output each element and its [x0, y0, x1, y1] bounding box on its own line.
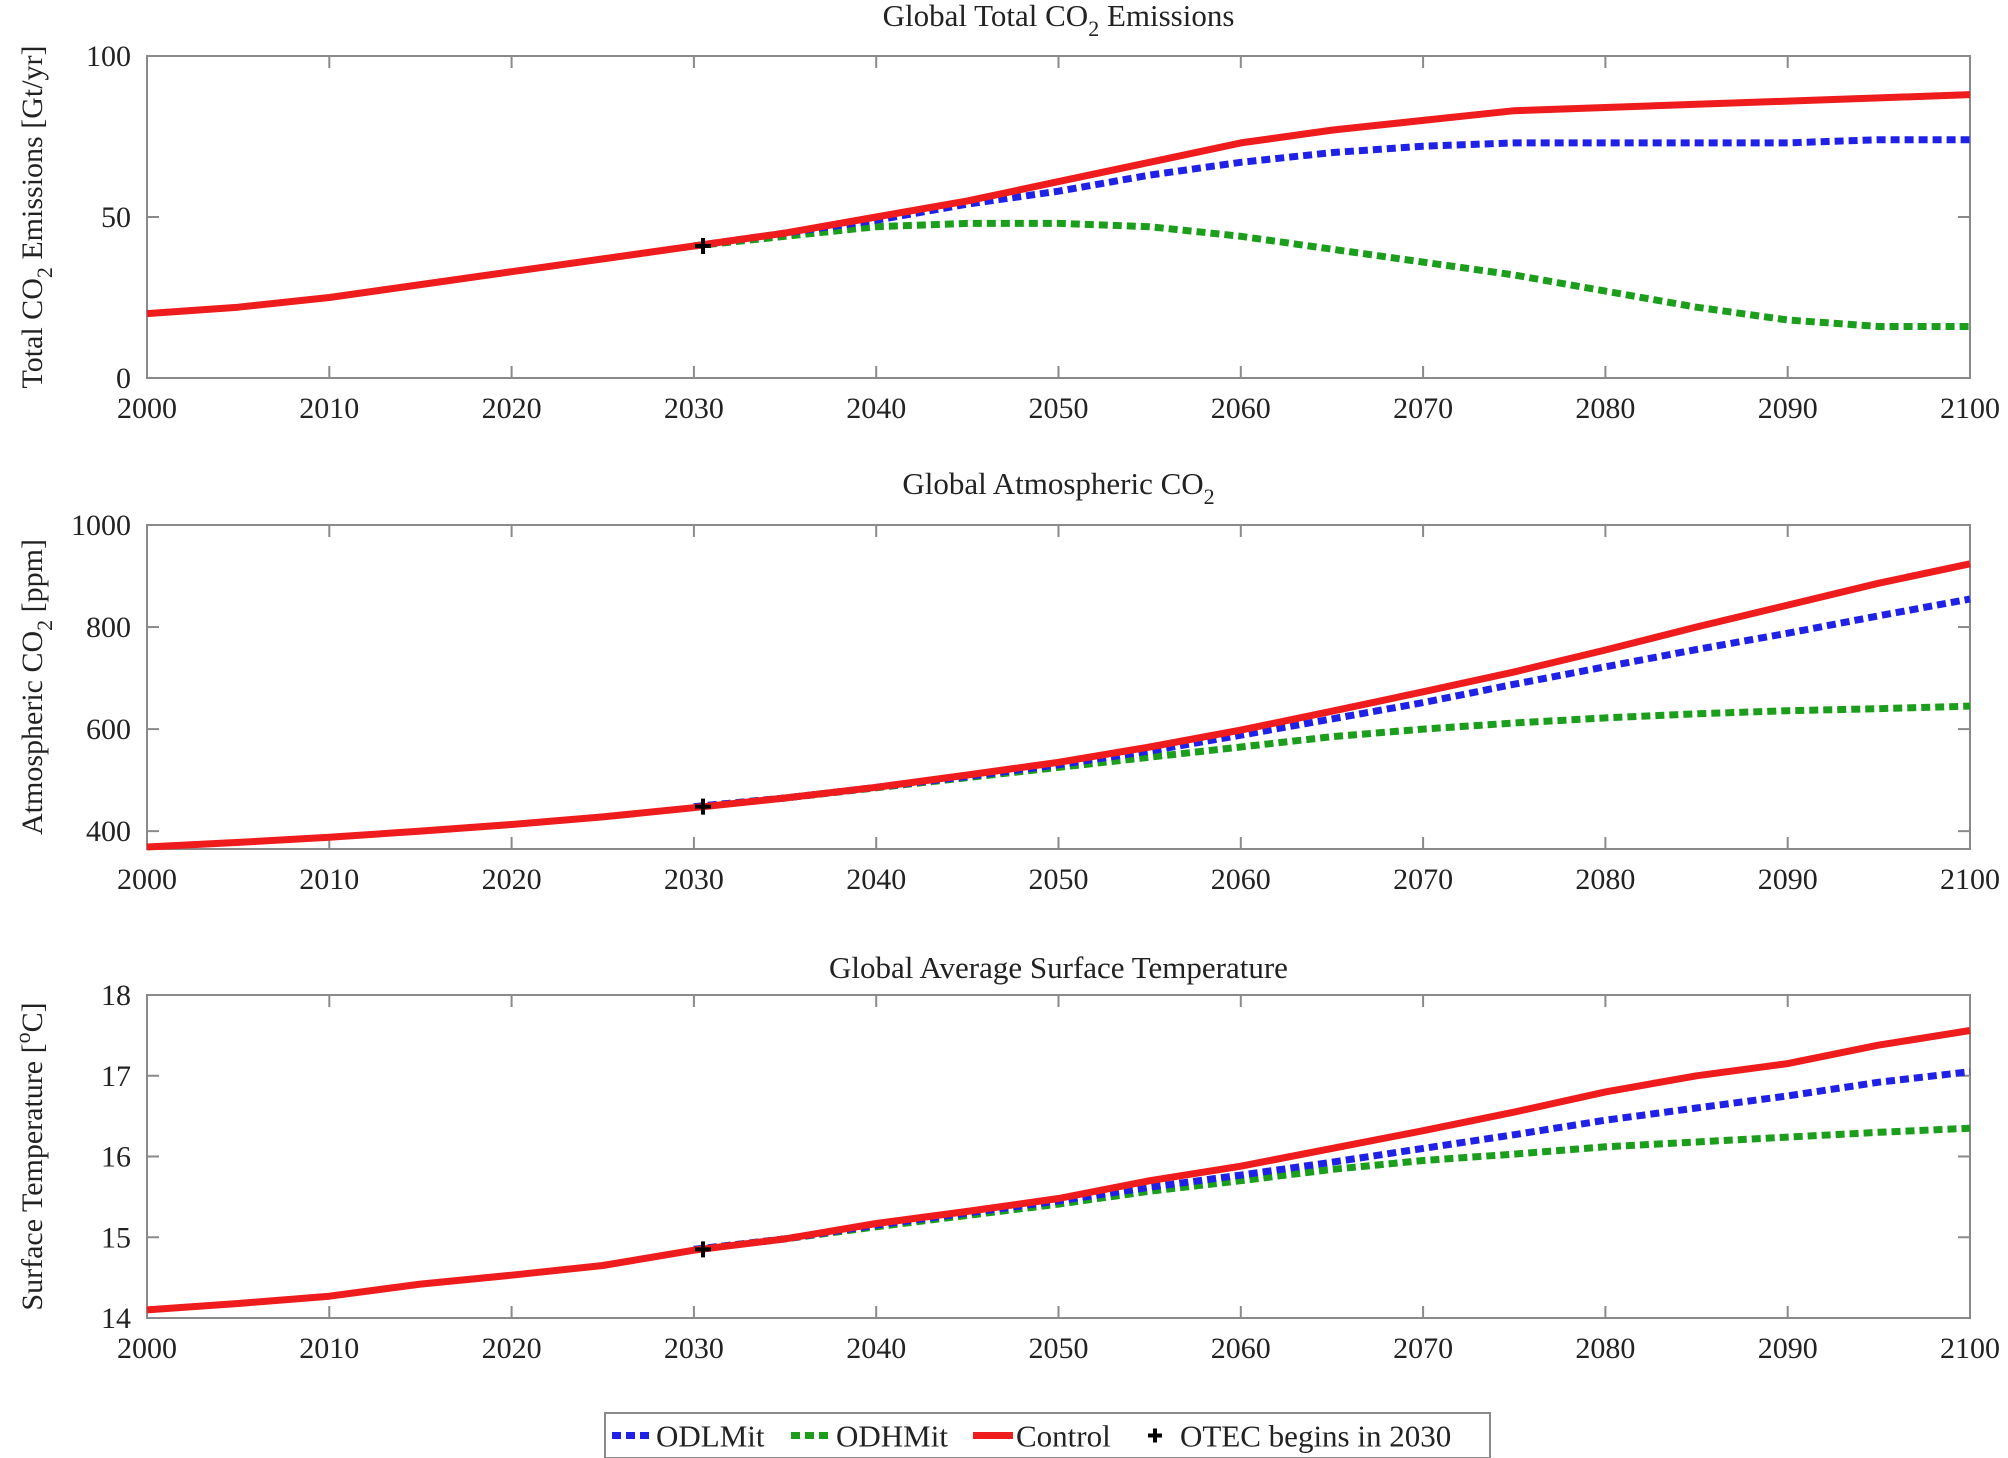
x-tick-label: 2030 [664, 863, 724, 896]
x-tick-label: 2070 [1393, 1332, 1453, 1365]
x-tick-label: 2030 [664, 1332, 724, 1365]
y-axis-label: Atmospheric CO2 [ppm] [16, 539, 57, 835]
y-tick-label: 14 [101, 1302, 131, 1335]
x-tick-label: 2100 [1940, 1332, 2000, 1365]
series-line-control [146, 560, 1971, 851]
y-tick-label: 16 [101, 1141, 131, 1174]
chart-title: Global Total CO2 Emissions [883, 0, 1235, 41]
x-tick-label: 2040 [846, 863, 906, 896]
x-tick-label: 2070 [1393, 392, 1453, 425]
chart-title: Global Average Surface Temperature [829, 950, 1288, 985]
x-tick-label: 2020 [482, 863, 542, 896]
x-tick-label: 2080 [1575, 392, 1635, 425]
x-tick-label: 2090 [1758, 863, 1818, 896]
axes-frame [146, 994, 1971, 1319]
legend-item-odlmit: ODLMit [612, 1419, 765, 1454]
x-tick-label: 2030 [664, 392, 724, 425]
x-tick-label: 2060 [1211, 863, 1271, 896]
x-tick-label: 2050 [1029, 863, 1089, 896]
x-tick-label: 2010 [299, 392, 359, 425]
x-tick-label: 2060 [1211, 1332, 1271, 1365]
y-tick-label: 18 [101, 979, 131, 1012]
series-line-odhmit [693, 702, 1971, 811]
x-tick-label: 2090 [1758, 1332, 1818, 1365]
legend: ODLMit ODHMit Control OTEC begins in 2030 [604, 1412, 1491, 1458]
y-tick-label: 50 [101, 201, 131, 234]
y-tick-label: 800 [86, 611, 131, 644]
x-tick-label: 2000 [117, 1332, 177, 1365]
x-tick-label: 2010 [299, 863, 359, 896]
x-tick-label: 2060 [1211, 392, 1271, 425]
y-axis-label: Surface Temperature [oC] [10, 1002, 49, 1310]
axes-frame [146, 524, 1971, 850]
chart-panel-3: 2000 2010 2020 2030 2040 2050 2060 2070 2080 2090… [10, 950, 2000, 1365]
y-tick-label: 400 [86, 815, 131, 848]
x-tick-label: 2080 [1575, 863, 1635, 896]
legend-item-odhmit: ODHMit [791, 1419, 948, 1454]
chart-panel-2: 2000 2010 2020 2030 2040 2050 2060 2070 2080 2090… [16, 466, 2000, 896]
x-tick-label: 2100 [1940, 392, 2000, 425]
legend-item-control: Control [973, 1419, 1111, 1454]
x-tick-label: 2020 [482, 392, 542, 425]
chart-title: Global Atmospheric CO2 [902, 466, 1214, 509]
y-tick-label: 1000 [71, 509, 131, 542]
x-tick-label: 2050 [1029, 1332, 1089, 1365]
legend-item-otec-begins-in-2030: OTEC begins in 2030 [1148, 1419, 1451, 1454]
x-tick-label: 2080 [1575, 1332, 1635, 1365]
y-tick-label: 600 [86, 713, 131, 746]
x-tick-label: 2100 [1940, 863, 2000, 896]
legend-label: ODHMit [836, 1419, 948, 1454]
otec-start-marker [695, 1241, 712, 1258]
legend-label: Control [1016, 1419, 1111, 1454]
y-tick-label: 100 [86, 40, 131, 73]
x-tick-label: 2090 [1758, 392, 1818, 425]
x-tick-label: 2010 [299, 1332, 359, 1365]
legend-label: OTEC begins in 2030 [1180, 1419, 1451, 1454]
series-line-control [146, 1027, 1971, 1314]
legend-frame [604, 1412, 1491, 1458]
x-tick-label: 2040 [846, 1332, 906, 1365]
x-tick-label: 2020 [482, 1332, 542, 1365]
series-line-control [146, 91, 1971, 318]
y-tick-label: 17 [101, 1060, 131, 1093]
series-line-odlmit [693, 136, 1970, 250]
otec-start-marker [695, 798, 712, 815]
x-tick-label: 2040 [846, 392, 906, 425]
x-tick-label: 2000 [117, 392, 177, 425]
y-tick-label: 0 [116, 362, 131, 395]
x-tick-label: 2000 [117, 863, 177, 896]
chart-panel-1: 2000 2010 2020 2030 2040 2050 2060 2070 2080 2090… [16, 0, 2000, 425]
x-tick-label: 2070 [1393, 863, 1453, 896]
legend-label: ODLMit [656, 1419, 765, 1454]
x-tick-label: 2050 [1029, 392, 1089, 425]
series-line-odlmit [693, 595, 1971, 811]
otec-start-marker [695, 237, 712, 254]
y-axis-label: Total CO2 Emissions [Gt/yr] [16, 45, 57, 388]
y-tick-label: 15 [101, 1221, 131, 1254]
legend-marker-icon [1148, 1428, 1162, 1443]
series-line-odhmit [693, 219, 1970, 330]
